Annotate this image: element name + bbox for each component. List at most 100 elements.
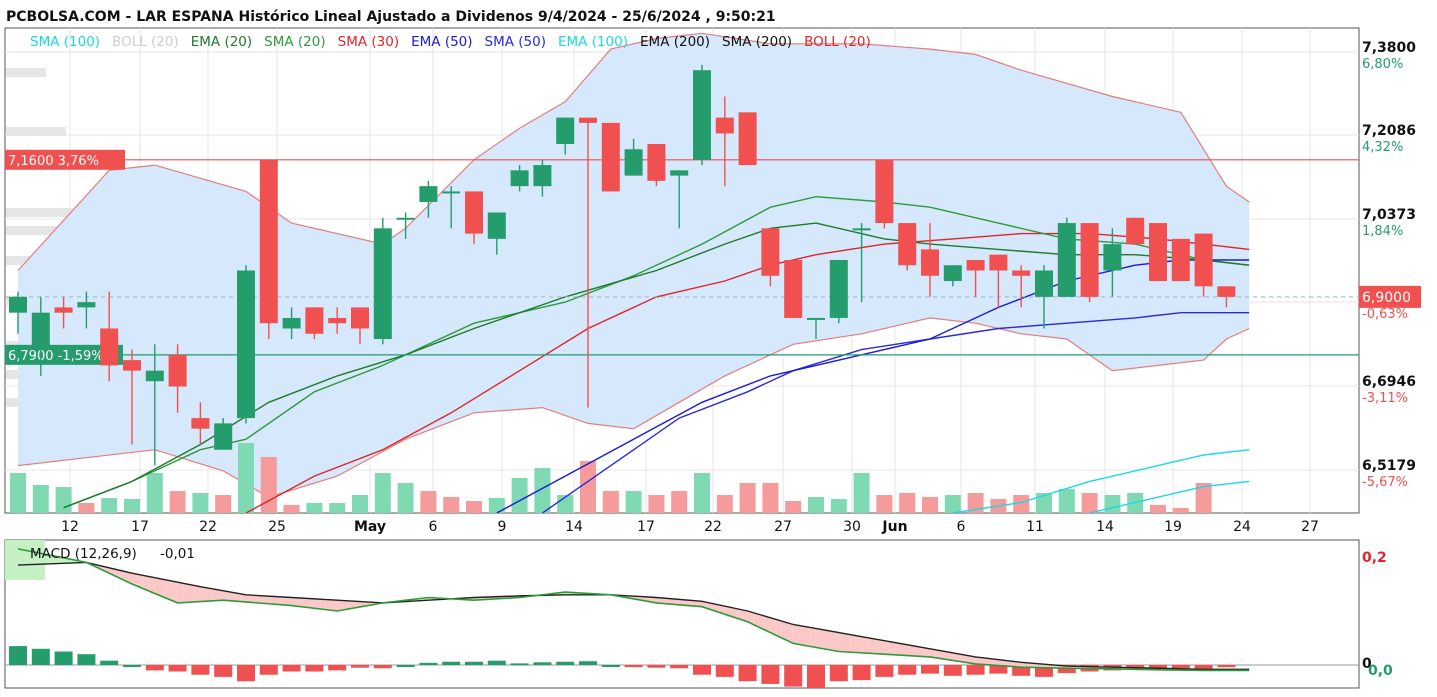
candle-body [921, 249, 939, 275]
macd-histogram-bar [875, 665, 893, 677]
price-axis-percent: -3,11% [1362, 391, 1408, 406]
volume-bar [33, 485, 49, 513]
candle-body [283, 318, 301, 329]
macd-histogram-bar [260, 665, 278, 675]
macd-histogram-bar [647, 665, 665, 668]
macd-histogram-bar [761, 665, 779, 684]
volume-bar [329, 503, 345, 513]
macd-value: -0,01 [160, 546, 195, 562]
x-axis-label: 6 [957, 519, 966, 535]
candle-body [1195, 234, 1213, 287]
current-price-label: 6,9000 [1362, 290, 1411, 306]
candle-body [1172, 239, 1190, 281]
macd-fill [178, 582, 184, 603]
volume-bar [512, 478, 528, 513]
volume-bar [306, 503, 322, 513]
volume-bar [10, 473, 26, 513]
candle-body [397, 218, 415, 220]
macd-histogram-bar [807, 665, 825, 689]
volume-bar [1059, 489, 1075, 513]
macd-axis-top: 0,2 [1362, 550, 1387, 566]
legend-entry: EMA (50) [411, 34, 472, 50]
macd-fill [810, 628, 816, 648]
volume-bar [1173, 508, 1189, 513]
macd-fill [280, 597, 286, 605]
chart-title: PCBOLSA.COM - LAR ESPANA Histórico Linea… [6, 9, 776, 25]
x-axis-label: 27 [774, 519, 792, 535]
volume-bar [740, 483, 756, 513]
volume-bar [215, 495, 231, 513]
x-axis-label: May [354, 519, 386, 535]
level-label: 7,1600 3,76% [8, 154, 99, 169]
price-axis-percent: -5,67% [1362, 475, 1408, 490]
macd-fill [907, 645, 913, 656]
candle-body [214, 423, 232, 449]
candle-body [100, 328, 118, 365]
legend-entry: SMA (200) [722, 34, 792, 50]
volume-bar [261, 457, 277, 513]
macd-fill [206, 588, 212, 602]
x-axis-label: Jun [881, 519, 907, 535]
macd-fill [856, 636, 862, 653]
macd-histogram-bar [283, 665, 301, 671]
macd-histogram-bar [511, 663, 529, 665]
macd-axis-zero-alt: 0,0 [1368, 663, 1393, 679]
candle-body [739, 112, 757, 165]
macd-fill [845, 634, 851, 653]
volume-bar [443, 497, 459, 513]
volume-bar [854, 473, 870, 513]
volume-bar [671, 491, 687, 513]
volume-bar [420, 491, 436, 513]
candle-body [533, 165, 551, 186]
depth-bar [6, 208, 74, 217]
x-axis-label: 24 [1233, 519, 1251, 535]
volume-bar [1150, 505, 1166, 513]
macd-fill [161, 579, 167, 598]
macd-histogram-bar [100, 661, 118, 665]
legend-entry: SMA (20) [264, 34, 325, 50]
candle-body [237, 271, 255, 419]
macd-fill [879, 640, 885, 655]
volume-bar [124, 499, 140, 513]
macd-histogram-bar [191, 665, 209, 675]
macd-fill [303, 598, 309, 607]
macd-label: MACD (12,26,9) [30, 546, 137, 562]
macd-histogram-bar [1217, 665, 1235, 667]
macd-histogram-bar [351, 665, 369, 668]
candle-body [260, 160, 278, 323]
candle-body [169, 355, 187, 387]
candle-body [967, 260, 985, 271]
candle-body [419, 186, 437, 202]
x-axis-label: 17 [131, 519, 149, 535]
volume-bar [785, 501, 801, 513]
macd-histogram-bar [442, 662, 460, 665]
macd-fill [902, 644, 908, 656]
x-axis-label: 22 [704, 519, 722, 535]
volume-bar [808, 497, 824, 513]
macd-fill [218, 590, 224, 601]
x-axis-label: 14 [1096, 519, 1114, 535]
macd-fill [793, 625, 799, 645]
macd-histogram-bar [830, 665, 848, 681]
level-label: 6,7900 -1,59% [8, 349, 104, 364]
macd-fill [816, 629, 822, 649]
candle-body [511, 170, 529, 186]
x-axis-label: 30 [843, 519, 861, 535]
volume-bar [56, 487, 72, 513]
candle-body [1081, 223, 1099, 297]
macd-histogram-bar [328, 665, 346, 670]
macd-fill [805, 627, 811, 647]
volume-bar [717, 495, 733, 513]
macd-fill [172, 581, 178, 603]
macd-histogram-bar [739, 665, 757, 681]
candle-body [807, 318, 825, 320]
macd-fill [862, 637, 868, 654]
candle-body [32, 313, 50, 350]
macd-histogram-bar [693, 665, 711, 675]
candle-body [328, 318, 346, 323]
candle-body [761, 228, 779, 275]
macd-histogram-bar [533, 662, 551, 665]
candle-body [146, 371, 164, 382]
volume-bar [831, 499, 847, 513]
volume-bar [580, 461, 596, 513]
